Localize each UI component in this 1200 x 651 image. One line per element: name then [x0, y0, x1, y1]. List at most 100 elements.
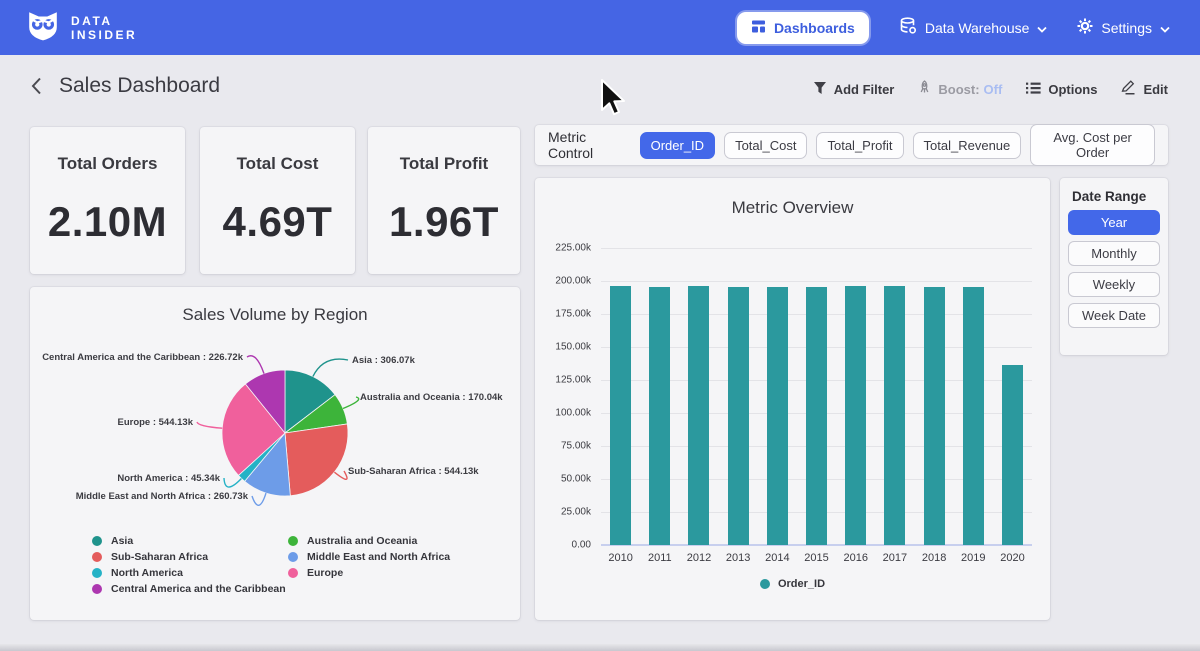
- pie-leader-line: [252, 493, 266, 505]
- back-button[interactable]: [30, 76, 43, 96]
- dashboards-grid-icon: [751, 19, 766, 37]
- date-range-weekly-button[interactable]: Weekly: [1068, 272, 1160, 297]
- mouse-cursor: [600, 79, 627, 125]
- dashboards-button[interactable]: Dashboards: [737, 12, 869, 44]
- pie-leader-line: [334, 471, 347, 479]
- x-axis-label: 2016: [836, 552, 875, 564]
- options-button[interactable]: Options: [1026, 81, 1097, 98]
- edit-label: Edit: [1143, 82, 1168, 97]
- date-range-year-button[interactable]: Year: [1068, 210, 1160, 235]
- pie-legend-column-1: Asia Sub-Saharan Africa North America Centr…: [92, 533, 288, 597]
- pie-legend-item[interactable]: Europe: [288, 565, 484, 581]
- pie-slice-label: Sub-Saharan Africa : 544.13k: [348, 466, 479, 477]
- add-filter-button[interactable]: Add Filter: [813, 81, 895, 98]
- y-axis-tick: 175.00k: [555, 309, 591, 320]
- metric-control-label: Metric Control: [548, 129, 626, 161]
- bar-column: [640, 248, 679, 545]
- x-axis-label: 2020: [993, 552, 1032, 564]
- date-range-monthly-button[interactable]: Monthly: [1068, 241, 1160, 266]
- bar-2016[interactable]: [845, 286, 866, 546]
- settings-menu[interactable]: Settings: [1077, 18, 1170, 37]
- kpi-card-total-cost: Total Cost 4.69T: [200, 127, 355, 274]
- boost-state: Off: [984, 82, 1003, 97]
- brand-line2: INSIDER: [71, 28, 137, 42]
- data-warehouse-label: Data Warehouse: [925, 20, 1030, 36]
- bar-2018[interactable]: [924, 287, 945, 545]
- pie-legend-item[interactable]: Asia: [92, 533, 288, 549]
- bar-column: [875, 248, 914, 545]
- bar-2011[interactable]: [649, 287, 670, 545]
- legend-label: North America: [111, 567, 183, 579]
- pie-leader-line: [197, 422, 222, 428]
- pie-legend-item[interactable]: Sub-Saharan Africa: [92, 549, 288, 565]
- bar-column: [993, 248, 1032, 545]
- y-axis-tick: 0.00: [572, 540, 591, 551]
- legend-label: Asia: [111, 535, 133, 547]
- pie-slice[interactable]: [285, 424, 348, 496]
- metric-option-total-cost[interactable]: Total_Cost: [724, 132, 807, 159]
- y-axis-tick: 125.00k: [555, 375, 591, 386]
- bar-column: [719, 248, 758, 545]
- bar-2015[interactable]: [806, 287, 827, 545]
- boost-toggle[interactable]: Boost: Off: [918, 80, 1002, 98]
- bar-chart-x-axis: 2010201120122013201420152016201720182019…: [601, 552, 1032, 564]
- metric-option-avg-cost-per-order[interactable]: Avg. Cost per Order: [1030, 124, 1155, 166]
- legend-dot: [288, 568, 298, 578]
- list-icon: [1026, 81, 1041, 98]
- kpi-card-total-orders: Total Orders 2.10M: [30, 127, 185, 274]
- pie-legend-item[interactable]: Australia and Oceania: [288, 533, 484, 549]
- brand-line1: DATA: [71, 14, 137, 28]
- pie-legend-item[interactable]: North America: [92, 565, 288, 581]
- legend-dot: [92, 584, 102, 594]
- pie-slice-label: Asia : 306.07k: [352, 355, 416, 366]
- pie-leader-line: [247, 356, 264, 374]
- kpi-card-total-profit: Total Profit 1.96T: [368, 127, 520, 274]
- bar-2017[interactable]: [884, 286, 905, 545]
- legend-label: Order_ID: [778, 578, 825, 590]
- bottom-edge-shadow: [0, 644, 1200, 651]
- page-title: Sales Dashboard: [59, 74, 220, 98]
- bar-2019[interactable]: [963, 287, 984, 546]
- dashboards-label: Dashboards: [774, 20, 855, 36]
- bar-column: [954, 248, 993, 545]
- pie-chart-title: Sales Volume by Region: [30, 287, 520, 325]
- pie-leader-line: [224, 478, 241, 487]
- sales-volume-by-region-card: Sales Volume by Region Asia : 306.07kAus…: [30, 287, 520, 620]
- pie-legend-column-2: Australia and OceaniaMiddle East and Nor…: [288, 533, 484, 597]
- bar-series: [601, 248, 1032, 545]
- boost-label: Boost:: [938, 82, 979, 97]
- legend-dot: [92, 552, 102, 562]
- bar-2010[interactable]: [610, 286, 631, 545]
- date-range-week-date-button[interactable]: Week Date: [1068, 303, 1160, 328]
- legend-dot: [288, 552, 298, 562]
- pie-chart: Asia : 306.07kAustralia and Oceania : 17…: [30, 333, 520, 523]
- pie-legend-item[interactable]: Central America and the Caribbean: [92, 581, 288, 597]
- brand-logo[interactable]: DATA INSIDER: [26, 8, 137, 47]
- bar-column: [758, 248, 797, 545]
- top-navbar: DATA INSIDER Dashboards: [0, 0, 1200, 55]
- bar-2013[interactable]: [728, 287, 749, 545]
- metric-option-order-id[interactable]: Order_ID: [640, 132, 715, 159]
- bar-2020[interactable]: [1002, 365, 1023, 545]
- bar-2012[interactable]: [688, 286, 709, 545]
- metric-control-bar: Metric Control Order_ID Total_Cost Total…: [535, 125, 1168, 165]
- options-label: Options: [1048, 82, 1097, 97]
- x-axis-label: 2015: [797, 552, 836, 564]
- x-axis-label: 2011: [640, 552, 679, 564]
- metric-option-total-profit[interactable]: Total_Profit: [816, 132, 903, 159]
- x-axis-label: 2012: [679, 552, 718, 564]
- edit-button[interactable]: Edit: [1121, 80, 1168, 98]
- pie-leader-line: [313, 359, 348, 376]
- metric-overview-card: Metric Overview 0.0025.00k50.00k75.00k10…: [535, 178, 1050, 620]
- data-warehouse-menu[interactable]: Data Warehouse: [899, 17, 1048, 38]
- metric-option-total-revenue[interactable]: Total_Revenue: [913, 132, 1022, 159]
- kpi-value: 1.96T: [389, 198, 499, 246]
- bar-2014[interactable]: [767, 287, 788, 545]
- y-axis-tick: 150.00k: [555, 342, 591, 353]
- pencil-icon: [1121, 80, 1136, 98]
- chevron-down-icon: [1037, 20, 1047, 36]
- settings-label: Settings: [1101, 20, 1152, 36]
- bar-column: [601, 248, 640, 545]
- pie-legend-item[interactable]: Middle East and North Africa: [288, 549, 484, 565]
- date-range-label: Date Range: [1072, 189, 1160, 204]
